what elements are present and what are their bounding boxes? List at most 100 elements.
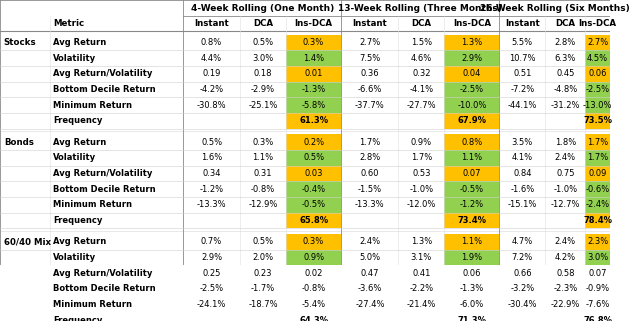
Text: 3.5%: 3.5% xyxy=(512,138,533,147)
Text: 1.7%: 1.7% xyxy=(411,153,432,162)
Text: 71.3%: 71.3% xyxy=(458,316,486,321)
Text: -1.6%: -1.6% xyxy=(510,185,534,194)
Text: 0.2%: 0.2% xyxy=(303,138,324,147)
Text: 1.3%: 1.3% xyxy=(411,237,432,246)
Text: 0.60: 0.60 xyxy=(360,169,379,178)
Text: 2.9%: 2.9% xyxy=(201,253,222,262)
Text: 0.36: 0.36 xyxy=(360,69,379,78)
Text: 61.3%: 61.3% xyxy=(299,116,328,125)
Text: Bottom Decile Return: Bottom Decile Return xyxy=(53,85,156,94)
Bar xyxy=(0,134,610,150)
Text: -30.4%: -30.4% xyxy=(508,300,537,309)
Text: 0.03: 0.03 xyxy=(305,169,323,178)
Text: 4.1%: 4.1% xyxy=(512,153,533,162)
Text: 2.3%: 2.3% xyxy=(587,237,608,246)
Text: 4.4%: 4.4% xyxy=(201,54,222,63)
Bar xyxy=(586,66,610,82)
Bar xyxy=(586,134,610,150)
Text: 0.47: 0.47 xyxy=(360,269,379,278)
Text: 0.04: 0.04 xyxy=(463,69,481,78)
Bar xyxy=(444,297,499,312)
Text: Volatility: Volatility xyxy=(53,253,97,262)
Text: -2.2%: -2.2% xyxy=(409,284,433,293)
Text: -7.2%: -7.2% xyxy=(510,85,534,94)
Text: Avg Return/Volatility: Avg Return/Volatility xyxy=(53,69,153,78)
Text: 1.7%: 1.7% xyxy=(359,138,381,147)
Text: 0.53: 0.53 xyxy=(412,169,431,178)
Text: 4.2%: 4.2% xyxy=(555,253,576,262)
Text: -2.5%: -2.5% xyxy=(586,85,610,94)
Text: 76.8%: 76.8% xyxy=(583,316,612,321)
Bar xyxy=(586,250,610,265)
Bar xyxy=(286,281,341,297)
Bar xyxy=(286,234,341,250)
Bar xyxy=(0,281,610,297)
Bar xyxy=(0,150,610,166)
Bar xyxy=(0,82,610,97)
Text: 0.9%: 0.9% xyxy=(303,253,324,262)
Text: -0.8%: -0.8% xyxy=(251,185,275,194)
Bar xyxy=(444,97,499,113)
Text: 0.06: 0.06 xyxy=(588,69,607,78)
Text: Ins-DCA: Ins-DCA xyxy=(579,19,617,28)
Text: 0.02: 0.02 xyxy=(305,269,323,278)
Text: 65.8%: 65.8% xyxy=(299,216,328,225)
Text: 3.0%: 3.0% xyxy=(587,253,608,262)
Text: 5.5%: 5.5% xyxy=(512,38,533,47)
Text: Frequency: Frequency xyxy=(53,216,103,225)
Bar xyxy=(444,234,499,250)
Bar xyxy=(0,312,610,321)
Text: 0.3%: 0.3% xyxy=(303,237,324,246)
Bar xyxy=(286,97,341,113)
Text: 0.5%: 0.5% xyxy=(303,153,324,162)
Text: -13.0%: -13.0% xyxy=(583,100,612,109)
Bar xyxy=(586,35,610,50)
Text: 2.4%: 2.4% xyxy=(359,237,380,246)
Text: 1.1%: 1.1% xyxy=(253,153,274,162)
Bar xyxy=(444,50,499,66)
Text: 2.4%: 2.4% xyxy=(555,153,576,162)
Text: Minimum Return: Minimum Return xyxy=(53,300,132,309)
Text: -6.0%: -6.0% xyxy=(460,300,484,309)
Text: 0.3%: 0.3% xyxy=(252,138,274,147)
Text: -6.6%: -6.6% xyxy=(358,85,382,94)
Bar xyxy=(444,113,499,128)
Bar xyxy=(444,82,499,97)
Text: -1.0%: -1.0% xyxy=(553,185,577,194)
Text: -13.3%: -13.3% xyxy=(355,200,385,209)
Text: -22.9%: -22.9% xyxy=(550,300,580,309)
Bar xyxy=(0,197,610,213)
Text: 78.4%: 78.4% xyxy=(583,216,612,225)
Text: Ins-DCA: Ins-DCA xyxy=(453,19,491,28)
Text: -5.8%: -5.8% xyxy=(301,100,326,109)
Bar xyxy=(286,197,341,213)
Text: 0.5%: 0.5% xyxy=(253,237,274,246)
Text: 7.2%: 7.2% xyxy=(512,253,533,262)
Text: Avg Return: Avg Return xyxy=(53,237,107,246)
Bar xyxy=(286,150,341,166)
Bar xyxy=(286,250,341,265)
Bar xyxy=(286,66,341,82)
Bar xyxy=(286,166,341,181)
Text: 0.09: 0.09 xyxy=(589,169,607,178)
Bar xyxy=(0,181,610,197)
Text: 0.75: 0.75 xyxy=(556,169,575,178)
Text: 64.3%: 64.3% xyxy=(299,316,328,321)
Text: -12.9%: -12.9% xyxy=(248,200,278,209)
Text: DCA: DCA xyxy=(253,19,273,28)
Bar xyxy=(586,50,610,66)
Text: 0.7%: 0.7% xyxy=(201,237,222,246)
Text: -44.1%: -44.1% xyxy=(508,100,537,109)
Text: 7.5%: 7.5% xyxy=(359,54,381,63)
Text: Instant: Instant xyxy=(505,19,540,28)
Text: 4-Week Rolling (One Month): 4-Week Rolling (One Month) xyxy=(191,4,334,13)
Text: Minimum Return: Minimum Return xyxy=(53,200,132,209)
Text: -15.1%: -15.1% xyxy=(508,200,537,209)
Bar xyxy=(0,250,610,265)
Text: -37.7%: -37.7% xyxy=(355,100,385,109)
Text: 2.7%: 2.7% xyxy=(359,38,381,47)
Text: 26-Week Rolling (Six Months): 26-Week Rolling (Six Months) xyxy=(480,4,630,13)
Text: 2.9%: 2.9% xyxy=(461,54,483,63)
Text: Bonds: Bonds xyxy=(4,138,34,147)
Text: 6.3%: 6.3% xyxy=(555,54,576,63)
